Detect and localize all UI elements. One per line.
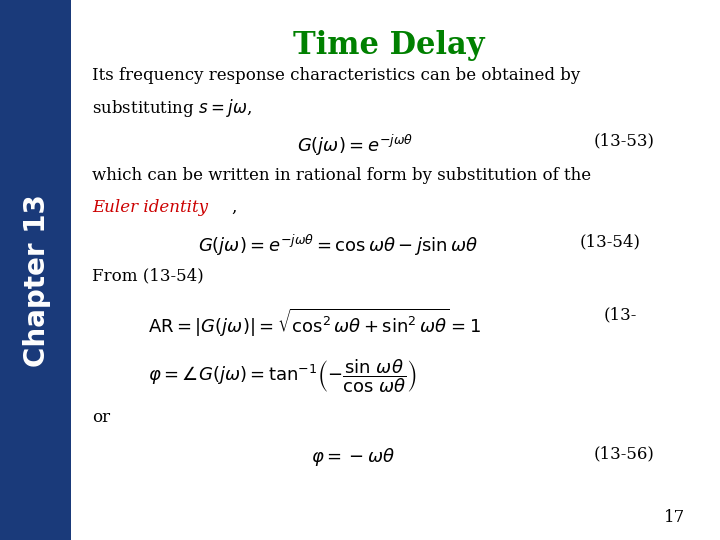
- Text: (13-53): (13-53): [593, 132, 654, 149]
- Text: From (13-54): From (13-54): [92, 267, 204, 284]
- Text: (13-56): (13-56): [593, 446, 654, 462]
- Text: Time Delay: Time Delay: [293, 30, 485, 60]
- Text: $G\left(j\omega\right)= e^{-j\omega\theta} = \cos\omega\theta - j\sin\omega\thet: $G\left(j\omega\right)= e^{-j\omega\thet…: [198, 233, 477, 259]
- Text: $G\left(j\omega\right)= e^{-j\omega\theta}$: $G\left(j\omega\right)= e^{-j\omega\thet…: [297, 132, 413, 158]
- Text: ,: ,: [231, 199, 236, 215]
- Text: or: or: [92, 409, 110, 426]
- Text: Chapter 13: Chapter 13: [24, 194, 51, 367]
- Text: 17: 17: [664, 510, 685, 526]
- Text: $\mathrm{AR} = \left|G\left(j\omega\right)\right| = \sqrt{\cos^2\omega\theta + \: $\mathrm{AR} = \left|G\left(j\omega\righ…: [148, 307, 482, 339]
- Text: Euler identity: Euler identity: [92, 199, 208, 215]
- Text: (13-54): (13-54): [579, 233, 640, 250]
- Text: Its frequency response characteristics can be obtained by: Its frequency response characteristics c…: [92, 68, 580, 84]
- Text: $\varphi = \angle G\left(j\omega\right) = \tan^{-1}\!\left(-\dfrac{\sin\,\omega\: $\varphi = \angle G\left(j\omega\right) …: [148, 357, 418, 395]
- Text: (13-: (13-: [604, 307, 637, 323]
- Text: which can be written in rational form by substitution of the: which can be written in rational form by…: [92, 167, 591, 184]
- Text: $\varphi = -\omega\theta$: $\varphi = -\omega\theta$: [311, 446, 395, 468]
- Text: substituting $s = j\omega$,: substituting $s = j\omega$,: [92, 97, 251, 119]
- FancyBboxPatch shape: [0, 0, 71, 540]
